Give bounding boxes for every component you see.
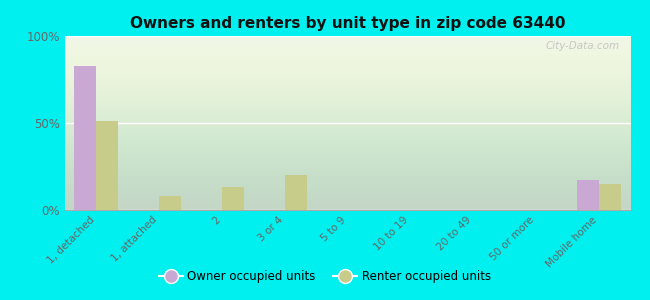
Bar xyxy=(599,184,621,210)
Bar xyxy=(577,180,599,210)
Title: Owners and renters by unit type in zip code 63440: Owners and renters by unit type in zip c… xyxy=(130,16,566,31)
Bar xyxy=(222,188,244,210)
Bar xyxy=(74,66,96,210)
Bar xyxy=(285,175,307,210)
Legend: Owner occupied units, Renter occupied units: Owner occupied units, Renter occupied un… xyxy=(154,266,496,288)
Bar xyxy=(96,121,118,210)
Bar xyxy=(159,196,181,210)
Text: City-Data.com: City-Data.com xyxy=(545,41,619,51)
